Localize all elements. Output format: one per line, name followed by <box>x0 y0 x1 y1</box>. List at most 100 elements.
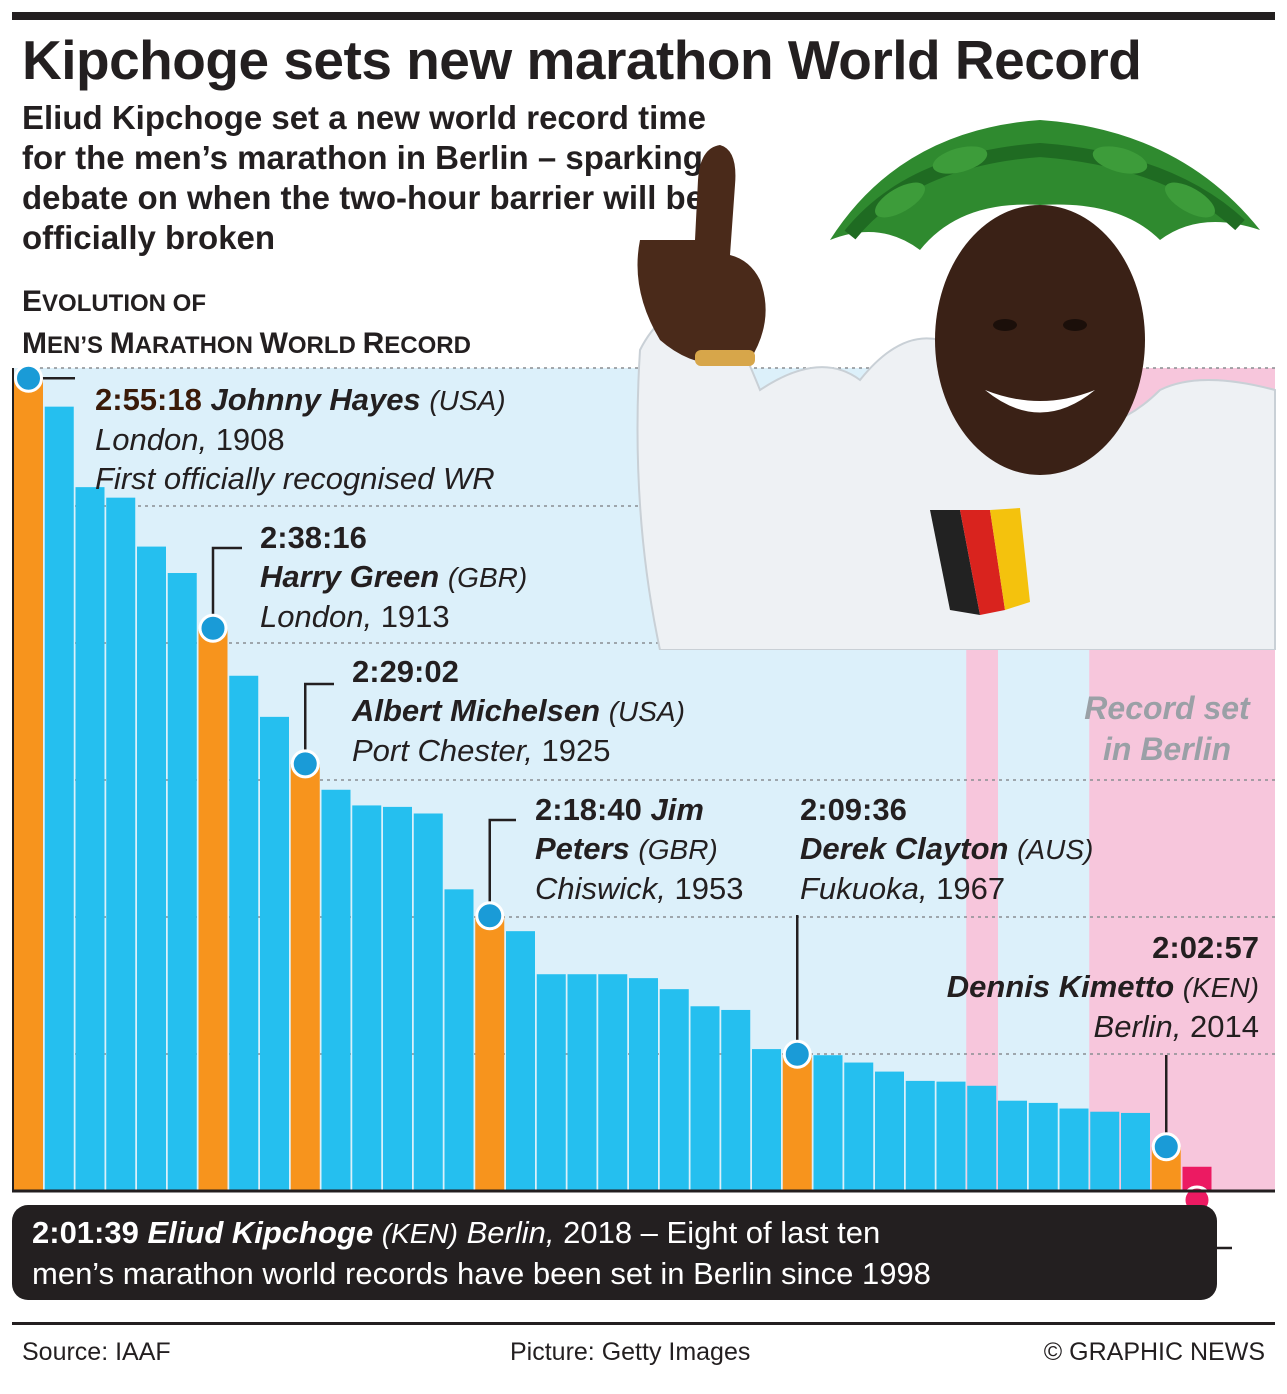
record-bar <box>506 931 535 1190</box>
record-bar <box>690 1006 720 1190</box>
annotation-line: Fukuoka, 1967 <box>800 869 1093 908</box>
heading-cap: R <box>362 327 385 360</box>
record-place: Chiswick, <box>535 871 666 906</box>
record-bar <box>1121 1112 1150 1190</box>
athlete-name: Peters <box>535 831 630 866</box>
record-bar <box>444 889 474 1190</box>
record-bar <box>290 763 320 1190</box>
heading-smallcaps: EN’S <box>47 332 110 359</box>
kipchoge-banner: 2:01:39 Eliud Kipchoge (KEN) Berlin, 201… <box>12 1205 1217 1300</box>
record-year: 1913 <box>380 599 450 634</box>
record-bar <box>721 1009 751 1190</box>
record-marker-dot <box>782 1039 812 1069</box>
thumbs-up-icon <box>637 145 766 366</box>
banner-name: Eliud Kipchoge <box>147 1215 374 1250</box>
record-bar <box>260 716 289 1190</box>
banner-country: (KEN) <box>381 1218 458 1249</box>
record-bar <box>629 978 658 1190</box>
record-bar <box>967 1085 997 1190</box>
annotation-line: Berlin, 2014 <box>947 1007 1259 1046</box>
record-time: 2:18:40 <box>535 792 642 827</box>
record-year: 1908 <box>215 422 285 457</box>
annotation-line: Albert Michelsen (USA) <box>352 691 685 731</box>
record-place: Berlin, <box>1093 1009 1182 1044</box>
banner-time: 2:01:39 <box>32 1215 139 1250</box>
annotation-line: London, 1908 <box>95 420 506 459</box>
athlete-country: (USA) <box>429 385 506 416</box>
chart-heading-line-1: EVOLUTION OF <box>22 282 471 324</box>
record-marker-dot <box>14 363 43 393</box>
annotation-michelsen: 2:29:02 Albert Michelsen (USA) Port Ches… <box>352 652 685 770</box>
heading-cap: M <box>22 327 47 360</box>
annotation-hayes: 2:55:18 Johnny Hayes (USA) London, 1908 … <box>95 380 506 498</box>
heading-cap: W <box>259 327 288 360</box>
annotation-line: Derek Clayton (AUS) <box>800 829 1093 869</box>
heading-cap: M <box>109 327 135 360</box>
record-marker-dot <box>198 613 228 643</box>
record-place: London, <box>95 422 208 457</box>
annotation-line: London, 1913 <box>260 597 527 636</box>
berlin-note-line: Record set <box>1084 690 1250 726</box>
record-bar <box>536 974 566 1190</box>
record-place: Port Chester, <box>352 733 533 768</box>
record-bar <box>998 1100 1027 1190</box>
record-bar <box>1028 1102 1058 1190</box>
record-bar <box>106 497 136 1190</box>
athlete-country: (KEN) <box>1182 972 1259 1003</box>
bars <box>14 378 1212 1190</box>
record-bar <box>659 989 689 1190</box>
heading-smallcaps: VOLUTION OF <box>42 290 207 317</box>
annotation-line: 2:18:40 Jim <box>535 790 744 829</box>
banner-line-2: men’s marathon world records have been s… <box>32 1256 931 1291</box>
record-bar <box>383 806 412 1190</box>
athlete-name: Dennis Kimetto <box>946 969 1175 1004</box>
record-bar <box>567 974 597 1190</box>
footer-picture-credit: Picture: Getty Images <box>510 1338 751 1366</box>
record-year: 2014 <box>1190 1009 1259 1044</box>
chart-heading-line-2: MEN’S MARATHON WORLD RECORD <box>22 324 471 366</box>
page-title: Kipchoge sets new marathon World Record <box>22 29 1142 91</box>
record-time: 2:38:16 <box>260 520 367 555</box>
record-marker-dot <box>290 749 320 779</box>
heading-smallcaps: ECORD <box>384 332 471 359</box>
record-bar <box>14 378 43 1190</box>
record-bar <box>321 789 351 1190</box>
leader-peters <box>488 818 516 916</box>
athlete-photo <box>636 120 1276 650</box>
record-bar <box>1182 1166 1212 1190</box>
record-bar <box>229 675 259 1190</box>
annotation-clayton: 2:09:36 Derek Clayton (AUS) Fukuoka, 196… <box>800 790 1093 908</box>
record-bar <box>352 805 382 1190</box>
banner-line-1: 2:01:39 Eliud Kipchoge (KEN) Berlin, 201… <box>32 1213 1217 1254</box>
banner-year-text: 2018 – Eight of last ten <box>563 1215 881 1250</box>
annotation-green: 2:38:16 Harry Green (GBR) London, 1913 <box>260 518 527 636</box>
record-bar <box>905 1080 935 1190</box>
annotation-line: Peters (GBR) <box>535 829 744 869</box>
annotation-peters: 2:18:40 Jim Peters (GBR) Chiswick, 1953 <box>535 790 744 908</box>
record-time: 2:09:36 <box>800 792 907 827</box>
record-bar <box>1090 1111 1120 1190</box>
footer-copyright: © GRAPHIC NEWS <box>1043 1338 1265 1366</box>
athlete-name: Derek Clayton <box>800 831 1009 866</box>
bottom-rule <box>12 1322 1275 1325</box>
athlete-face <box>935 205 1145 475</box>
athlete-country: (GBR) <box>638 834 718 865</box>
record-bar <box>813 1055 843 1190</box>
leader-green <box>211 546 242 629</box>
record-year: 1967 <box>936 871 1006 906</box>
record-marker-dot <box>1151 1132 1181 1162</box>
record-bar <box>1059 1108 1089 1190</box>
record-bar <box>44 406 74 1190</box>
record-bar <box>936 1081 966 1190</box>
record-time: 2:29:02 <box>352 654 459 689</box>
record-marker-dot <box>475 901 505 931</box>
record-bar <box>413 813 443 1190</box>
berlin-note-line: in Berlin <box>1102 731 1231 767</box>
athlete-country: (USA) <box>608 696 685 727</box>
record-bar <box>844 1062 874 1190</box>
annotation-kimetto: 2:02:57 Dennis Kimetto (KEN) Berlin, 201… <box>947 928 1259 1046</box>
athlete-country: (GBR) <box>447 562 528 593</box>
record-bar <box>598 974 628 1190</box>
banner-place: Berlin, <box>466 1215 555 1250</box>
laurel-wreath-icon <box>830 120 1260 250</box>
